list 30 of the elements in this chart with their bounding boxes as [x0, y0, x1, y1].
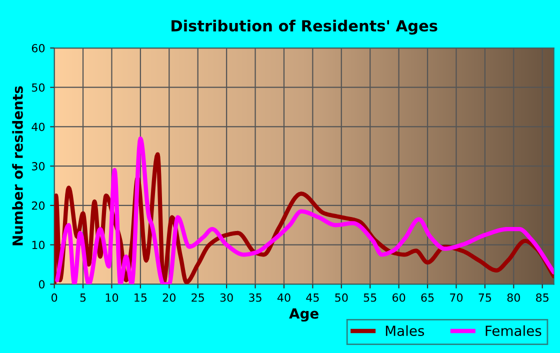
x-tick-label: 45 — [306, 294, 319, 302]
legend-label: Males — [386, 325, 424, 336]
x-tick-label: 70 — [450, 293, 463, 302]
y-tick-label: 30 — [32, 162, 45, 170]
y-axis-title: Number of residents — [12, 86, 23, 246]
x-tick-label: 0 — [52, 293, 58, 302]
x-tick-label: 15 — [134, 294, 147, 302]
x-tick-label: 50 — [335, 293, 348, 302]
x-tick-label: 20 — [162, 293, 176, 302]
x-tick-label: 30 — [220, 293, 233, 302]
x-tick-label: 25 — [192, 293, 204, 302]
y-tick-label: 60 — [32, 44, 45, 52]
legend-label: Females — [486, 325, 542, 336]
y-tick-label: 50 — [32, 83, 45, 92]
x-tick-label: 65 — [421, 293, 434, 302]
x-tick-label: 80 — [507, 293, 520, 302]
x-tick-label: 40 — [277, 293, 290, 302]
x-axis-title: Age — [289, 308, 318, 322]
x-tick-label: 35 — [249, 293, 262, 302]
x-tick-label: 75 — [478, 294, 492, 302]
x-tick-label: 10 — [106, 293, 118, 302]
x-tick-label: 85 — [536, 293, 548, 302]
chart-title: Distribution of Residents' Ages — [172, 20, 438, 35]
x-tick-label: 60 — [392, 293, 406, 302]
y-tick-label: 0 — [38, 280, 45, 289]
x-tick-label: 55 — [364, 294, 376, 302]
y-tick-label: 10 — [32, 240, 45, 250]
y-tick-label: 20 — [32, 201, 45, 210]
x-tick-label: 5 — [80, 294, 86, 302]
y-tick-label: 40 — [32, 122, 45, 132]
